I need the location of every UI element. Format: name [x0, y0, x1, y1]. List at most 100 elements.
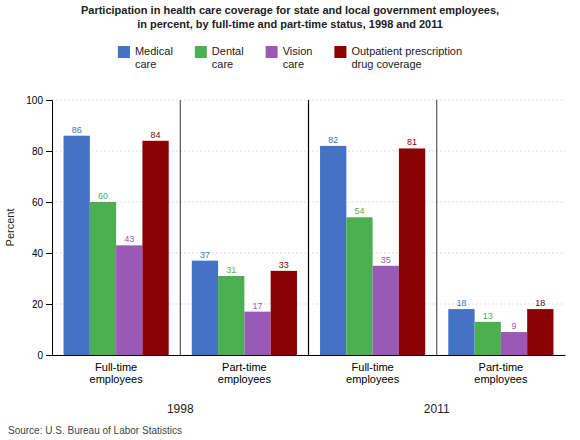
legend-item: Medicalcare — [118, 45, 173, 70]
text-line: in percent, by full-time and part-time s… — [137, 18, 443, 30]
bar — [320, 146, 346, 355]
text-line: employees — [474, 373, 528, 385]
year-label: 1998 — [167, 402, 194, 416]
text-line: Participation in health care coverage fo… — [81, 4, 499, 16]
legend: MedicalcareDentalcareVisioncareOutpatien… — [118, 45, 462, 70]
chart-title: Participation in health care coverage fo… — [81, 4, 499, 30]
data-label: 84 — [151, 130, 161, 140]
text-line: care — [212, 58, 233, 70]
text-line: care — [135, 58, 156, 70]
text-line: Full-time — [352, 361, 394, 373]
bar — [244, 312, 270, 355]
data-label: 31 — [226, 265, 236, 275]
bar — [192, 261, 218, 355]
bar-series — [116, 245, 527, 355]
data-label: 82 — [328, 135, 338, 145]
group-divider — [436, 100, 437, 355]
y-tick: 80 — [32, 146, 52, 157]
grid — [52, 100, 565, 355]
data-label: 33 — [279, 260, 289, 270]
text-line: employees — [218, 373, 272, 385]
legend-item: Dentalcare — [195, 45, 244, 70]
data-label: 35 — [381, 255, 391, 265]
legend-swatch — [334, 46, 346, 58]
legend-swatch — [266, 46, 278, 58]
y-tick-label: 40 — [32, 248, 44, 259]
bar — [142, 141, 168, 355]
bar-series — [142, 141, 553, 355]
y-axis-line — [46, 101, 53, 356]
chart-svg: Participation in health care coverage fo… — [0, 0, 580, 440]
y-tick-label: 60 — [32, 197, 44, 208]
bar — [399, 148, 425, 355]
data-label: 86 — [72, 125, 82, 135]
legend-item: Outpatient prescriptiondrug coverage — [334, 45, 462, 70]
data-labels: 8637821860315413431735984338118 — [72, 125, 546, 331]
data-label: 37 — [200, 250, 210, 260]
legend-label: Dentalcare — [212, 45, 244, 70]
x-tick-label: Full-timeemployees — [346, 361, 400, 386]
text-line: drug coverage — [351, 58, 421, 70]
year-label: 2011 — [424, 402, 450, 416]
data-label: 9 — [512, 321, 517, 331]
plot-area: 8637821860315413431735984338118020406080… — [26, 95, 565, 416]
bar — [527, 309, 553, 355]
annotations: 1998 2011 — [167, 402, 450, 416]
y-tick: 100 — [26, 95, 52, 106]
x-axis: Full-timeemployeesPart-timeemployeesFull… — [53, 355, 566, 385]
x-axis-line — [53, 355, 566, 356]
text-line: care — [283, 58, 304, 70]
data-label: 18 — [535, 298, 545, 308]
x-tick: Full-timeemployees — [346, 355, 400, 385]
legend-label: Visioncare — [283, 45, 313, 70]
text-line: Outpatient prescription — [351, 45, 462, 57]
bar — [373, 266, 399, 355]
y-tick-label: 100 — [26, 95, 43, 106]
data-label: 13 — [483, 311, 493, 321]
bar — [475, 322, 501, 355]
x-tick: Part-timeemployees — [474, 355, 528, 385]
bar — [218, 276, 244, 355]
legend-item: Visioncare — [266, 45, 313, 70]
text-line: Dental — [212, 45, 244, 57]
y-tick-mark — [46, 304, 52, 305]
y-tick-label: 80 — [32, 146, 44, 157]
y-axis: 0 20 40 60 80 100 — [26, 95, 52, 361]
source-note: Source: U.S. Bureau of Labor Statistics — [8, 425, 182, 436]
text-line: Full-time — [95, 361, 137, 373]
bar — [501, 332, 527, 355]
y-tick-label: 0 — [37, 350, 43, 361]
bar — [448, 309, 474, 355]
bar — [64, 136, 90, 355]
x-tick-label: Part-timeemployees — [218, 361, 272, 386]
bar — [90, 202, 116, 355]
x-tick: Full-timeemployees — [90, 355, 144, 385]
y-tick: 20 — [32, 299, 52, 310]
bar — [116, 245, 142, 355]
group-divider — [180, 100, 181, 355]
data-label: 60 — [98, 191, 108, 201]
y-tick-mark — [46, 355, 52, 356]
legend-label: Outpatient prescriptiondrug coverage — [351, 45, 462, 70]
bar — [346, 217, 372, 355]
text-line: Part-time — [222, 361, 267, 373]
y-tick: 60 — [32, 197, 52, 208]
text-line: Medical — [135, 45, 173, 57]
data-label: 18 — [456, 298, 466, 308]
y-axis-title: Percent — [4, 209, 16, 247]
data-label: 81 — [407, 137, 417, 147]
legend-swatch — [195, 46, 207, 58]
legend-swatch — [118, 46, 130, 58]
data-label: 17 — [253, 301, 263, 311]
y-tick-mark — [46, 202, 52, 203]
y-tick: 0 — [37, 350, 52, 361]
y-tick-label: 20 — [32, 299, 44, 310]
data-label: 43 — [124, 234, 134, 244]
x-tick-label: Full-timeemployees — [90, 361, 144, 386]
dividers — [180, 100, 437, 355]
group-divider — [308, 100, 309, 355]
y-tick-mark — [46, 151, 52, 152]
text-line: Part-time — [479, 361, 524, 373]
text-line: employees — [346, 373, 400, 385]
chart-container: Participation in health care coverage fo… — [0, 0, 580, 440]
